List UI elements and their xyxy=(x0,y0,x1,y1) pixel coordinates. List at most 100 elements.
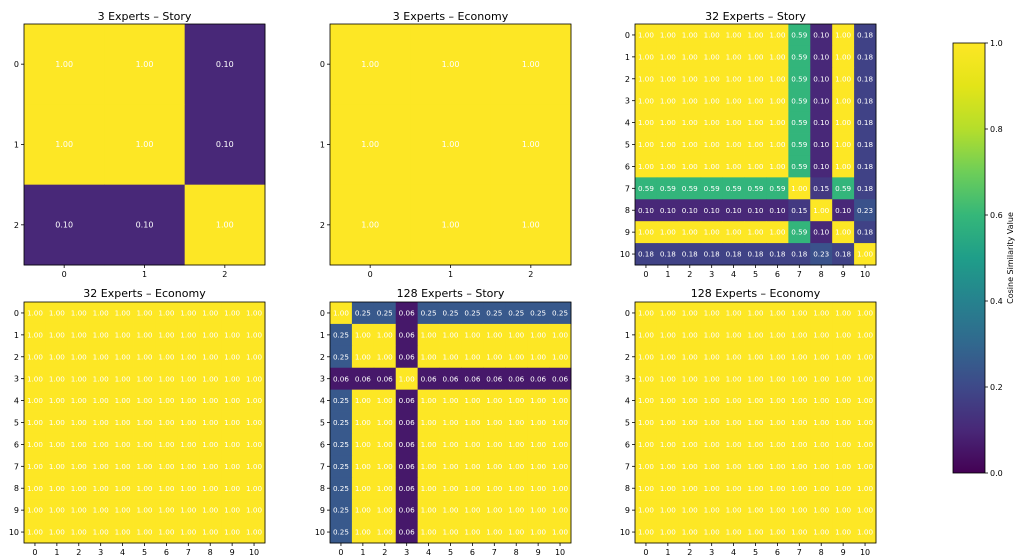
heatmap-cell-label: 1.00 xyxy=(71,484,87,493)
heatmap-cell-label: 1.00 xyxy=(377,418,393,427)
heatmap-cell xyxy=(461,345,484,369)
heatmap-cell xyxy=(133,367,156,391)
heatmap-cell xyxy=(678,302,702,325)
heatmap-cell-label: 1.00 xyxy=(747,118,763,127)
heatmap-cell xyxy=(678,411,702,434)
heatmap-cell-label: 0.25 xyxy=(333,528,349,537)
heatmap-cell xyxy=(744,24,767,47)
heatmap-cell xyxy=(243,477,266,500)
heatmap-cell xyxy=(854,45,877,69)
heatmap-cell-label: 1.00 xyxy=(747,309,763,318)
heatmap-cell-label: 0.59 xyxy=(682,184,698,193)
heatmap-cell xyxy=(766,199,789,222)
heatmap-cell xyxy=(330,521,353,544)
y-tick-label: 0 xyxy=(625,31,630,40)
heatmap-cell-label: 1.00 xyxy=(835,374,851,383)
heatmap-cell-label: 1.00 xyxy=(704,396,720,405)
heatmap-cell xyxy=(766,177,789,200)
heatmap-cell-label: 1.00 xyxy=(115,396,131,405)
heatmap-cell xyxy=(483,389,506,412)
heatmap-cell xyxy=(700,389,724,412)
heatmap-cell-label: 0.06 xyxy=(399,330,415,339)
heatmap-cell-label: 1.00 xyxy=(791,528,807,537)
heatmap-cell xyxy=(199,455,222,478)
heatmap-cell xyxy=(490,184,572,266)
heatmap-cell xyxy=(395,323,419,347)
heatmap-cell xyxy=(373,477,397,500)
heatmap-cell-label: 1.00 xyxy=(704,374,720,383)
heatmap-cell-label: 1.00 xyxy=(747,352,763,361)
heatmap-cell-label: 0.10 xyxy=(813,74,829,83)
heatmap-cell-label: 0.10 xyxy=(769,206,785,215)
heatmap-cell xyxy=(45,389,69,412)
heatmap-cell xyxy=(656,411,680,434)
heatmap-cell-label: 0.06 xyxy=(399,418,415,427)
heatmap-cell-label: 0.25 xyxy=(377,309,393,318)
heatmap-cell xyxy=(766,302,789,325)
heatmap-cell-label: 1.00 xyxy=(813,462,829,471)
heatmap-cell xyxy=(678,389,702,412)
heatmap-cell-label: 1.00 xyxy=(682,330,698,339)
heatmap-cell-label: 0.06 xyxy=(464,374,480,383)
heatmap-cell xyxy=(89,455,113,478)
heatmap-cell xyxy=(854,177,877,200)
heatmap-cell xyxy=(722,499,745,522)
heatmap-cell-label: 0.18 xyxy=(857,228,873,237)
y-tick-label: 4 xyxy=(320,397,325,406)
heatmap-cell xyxy=(766,477,789,500)
heatmap-cell-label: 1.00 xyxy=(27,352,43,361)
heatmap-cell-label: 0.18 xyxy=(726,250,742,259)
heatmap-cell xyxy=(832,155,855,178)
heatmap-cell xyxy=(177,389,200,412)
heatmap-cell xyxy=(373,521,397,544)
x-tick-label: 0 xyxy=(368,270,373,279)
heatmap-cell xyxy=(330,389,353,412)
heatmap-cell xyxy=(678,133,702,156)
heatmap-cell-label: 1.00 xyxy=(682,309,698,318)
heatmap-cell-label: 1.00 xyxy=(27,462,43,471)
heatmap-cell xyxy=(461,367,484,391)
heatmap-cell-label: 1.00 xyxy=(769,52,785,61)
heatmap-cell-label: 1.00 xyxy=(682,96,698,105)
heatmap-cell-label: 1.00 xyxy=(508,484,524,493)
heatmap-cell-label: 1.00 xyxy=(857,374,873,383)
heatmap-cell-label: 1.00 xyxy=(442,506,458,515)
heatmap-cell-label: 1.00 xyxy=(552,506,568,515)
heatmap-cell xyxy=(67,499,91,522)
heatmap-cell-label: 1.00 xyxy=(202,396,218,405)
heatmap-cell-label: 1.00 xyxy=(857,528,873,537)
heatmap-cell-label: 1.00 xyxy=(136,60,154,69)
heatmap-cell-label: 1.00 xyxy=(552,484,568,493)
heatmap-cell-label: 1.00 xyxy=(813,506,829,515)
heatmap-cell-label: 1.00 xyxy=(49,484,65,493)
heatmap-cell-label: 1.00 xyxy=(552,418,568,427)
heatmap-cell-label: 1.00 xyxy=(726,118,742,127)
colorbar-label: Cosine Similarity Value xyxy=(1006,212,1015,304)
x-tick-label: 4 xyxy=(426,548,431,557)
heatmap-cell-label: 1.00 xyxy=(464,528,480,537)
heatmap-cell xyxy=(439,433,462,456)
heatmap-cell xyxy=(439,521,462,544)
heatmap-cell xyxy=(483,499,506,522)
heatmap-cell xyxy=(461,411,484,434)
heatmap-cell-label: 0.10 xyxy=(55,220,73,229)
heatmap-cell xyxy=(766,345,789,369)
heatmap-cell-label: 1.00 xyxy=(421,462,437,471)
heatmap-cell xyxy=(722,133,745,156)
heatmap-cell-label: 1.00 xyxy=(835,528,851,537)
y-tick-label: 1 xyxy=(625,53,630,62)
heatmap-cell-label: 1.00 xyxy=(27,330,43,339)
x-tick-label: 1 xyxy=(448,270,453,279)
heatmap-cell xyxy=(832,67,855,91)
heatmap-cell-label: 1.00 xyxy=(361,60,379,69)
heatmap-cell-label: 0.59 xyxy=(791,118,807,127)
heatmap-cell-label: 1.00 xyxy=(442,396,458,405)
heatmap-cell xyxy=(527,521,550,544)
heatmap-cell-label: 1.00 xyxy=(747,140,763,149)
heatmap-cell-label: 1.00 xyxy=(530,396,546,405)
y-tick-label: 2 xyxy=(14,353,19,362)
heatmap-cell-label: 0.10 xyxy=(216,60,234,69)
heatmap-cell-label: 0.18 xyxy=(769,250,785,259)
colorbar: 0.0 0.2 0.4 0.6 0.8 1.0 Cosine Similarity Val… xyxy=(952,39,1015,478)
heatmap-cell-label: 1.00 xyxy=(835,352,851,361)
